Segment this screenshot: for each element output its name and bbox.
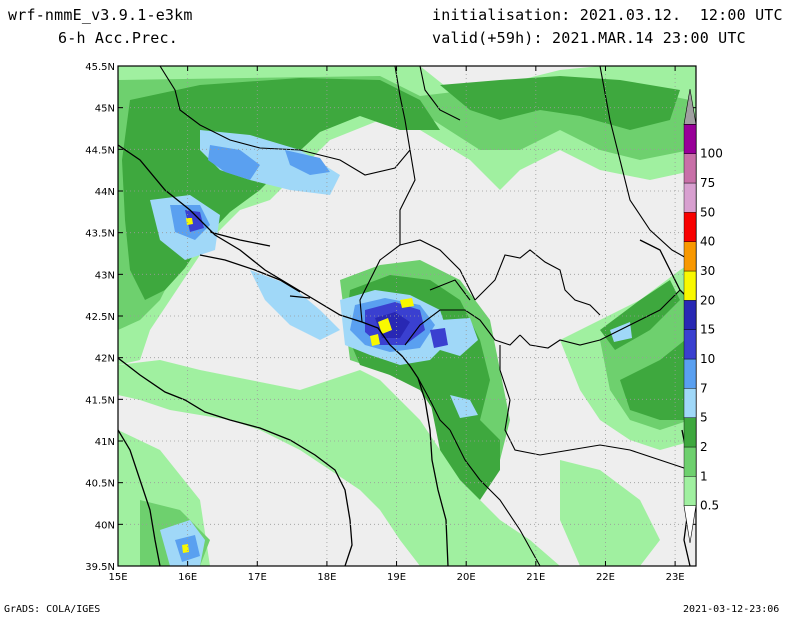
lat-tick-label: 44N (95, 187, 115, 198)
lat-tick-label: 42N (95, 354, 115, 365)
legend-level-label: 2 (700, 440, 708, 454)
valid-time: valid(+59h): 2021.MAR.14 23:00 UTC (432, 29, 746, 47)
footer-credit: GrADS: COLA/IGES (4, 604, 101, 615)
legend-level-label: 100 (700, 147, 723, 161)
legend-swatch (683, 182, 697, 213)
legend-swatch (683, 329, 697, 360)
lon-tick-label: 18E (317, 572, 336, 583)
lon-tick-label: 20E (457, 572, 476, 583)
lat-tick-label: 40.5N (85, 479, 115, 490)
lat-tick-label: 41N (95, 437, 115, 448)
legend-level-label: 20 (700, 293, 715, 307)
precip-fill (118, 66, 696, 566)
legend-swatch (683, 124, 697, 154)
lat-tick-label: 45.5N (85, 62, 115, 73)
legend-swatch (683, 417, 697, 448)
lat-tick-label: 43N (95, 270, 115, 281)
lon-tick-label: 16E (178, 572, 197, 583)
lat-tick-label: 41.5N (85, 395, 115, 406)
lat-tick-label: 39.5N (85, 562, 115, 573)
legend-level-label: 5 (700, 411, 708, 425)
legend-swatch (683, 212, 697, 242)
legend-level-label: 10 (700, 352, 715, 366)
footer-timestamp: 2021-03-12-23:06 (683, 604, 780, 615)
model-title: wrf-nmmE_v3.9.1-e3km (8, 6, 193, 24)
lon-tick-label: 15E (108, 572, 127, 583)
lat-tick-label: 40N (95, 520, 115, 531)
legend-level-label: 30 (700, 264, 715, 278)
lon-tick-label: 23E (666, 572, 685, 583)
graticule (118, 66, 696, 566)
lat-tick-label: 44.5N (85, 145, 115, 156)
legend-level-label: 75 (700, 176, 715, 190)
legend-level-label: 0.5 (700, 499, 719, 513)
coastlines (118, 144, 691, 566)
legend-swatch (683, 88, 697, 125)
lon-tick-label: 19E (387, 572, 406, 583)
legend-level-label: 40 (700, 235, 715, 249)
precip-legend: 0.5 1 2 5 7 10 15 20 30 40 50 75 100 (683, 88, 723, 544)
legend-swatch (683, 446, 697, 477)
legend-level-label: 7 (700, 381, 708, 395)
legend-level-label: 1 (700, 469, 708, 483)
lon-tick-label: 17E (248, 572, 267, 583)
borders (159, 66, 691, 566)
legend-level-label: 50 (700, 205, 715, 219)
legend-swatch (683, 270, 697, 301)
lon-tick-label: 22E (596, 572, 615, 583)
legend-swatch (683, 476, 697, 506)
legend-swatch (683, 358, 697, 389)
lat-tick-label: 45N (95, 104, 115, 115)
legend-swatch (683, 300, 697, 330)
legend-swatch (683, 388, 697, 418)
init-time: initialisation: 2021.03.12. 12:00 UTC (432, 6, 783, 24)
field-title: 6-h Acc.Prec. (58, 29, 178, 47)
legend-level-label: 15 (700, 323, 715, 337)
lat-tick-label: 43.5N (85, 229, 115, 240)
lon-tick-label: 21E (526, 572, 545, 583)
legend-swatch (683, 153, 697, 184)
legend-swatch (683, 241, 697, 272)
lat-tick-label: 42.5N (85, 312, 115, 323)
